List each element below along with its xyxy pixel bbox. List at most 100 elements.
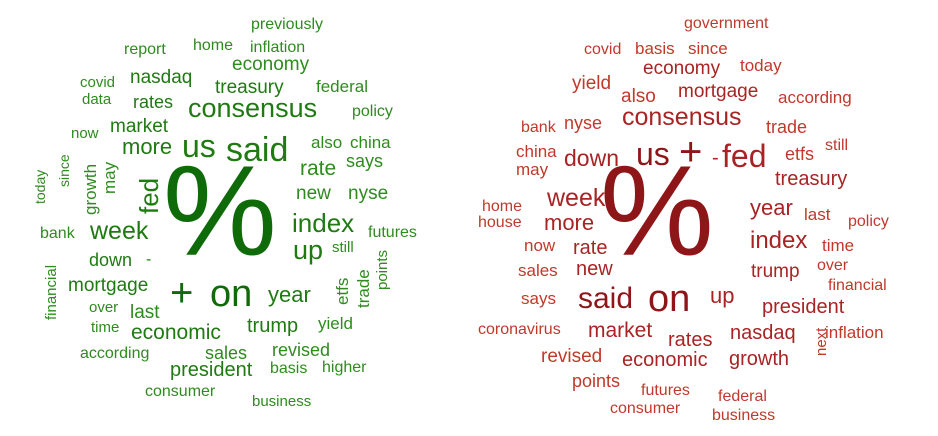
word-economy: economy <box>232 54 310 75</box>
word-nyse: nyse <box>348 183 389 204</box>
word-consensus: consensus <box>622 103 742 131</box>
word-economic: economic <box>622 349 708 371</box>
word-report: report <box>124 41 166 58</box>
word-according: according <box>80 345 150 362</box>
word-federal: federal <box>316 77 368 96</box>
word-more: more <box>122 134 173 159</box>
word-nasdaq: nasdaq <box>730 322 796 344</box>
word-may: may <box>100 161 119 194</box>
word-week: week <box>547 184 606 212</box>
word-revised: revised <box>272 340 331 360</box>
word-plus: + <box>170 271 194 315</box>
word-basis: basis <box>270 360 308 377</box>
word-financial: financial <box>43 264 60 320</box>
word-today: today <box>32 169 48 204</box>
word-points: points <box>572 371 621 391</box>
word-plus: + <box>679 130 703 174</box>
word-also: also <box>311 133 343 152</box>
word-year: year <box>750 195 793 220</box>
word-on: on <box>210 273 253 315</box>
word-economic: economic <box>131 321 221 344</box>
word-consumer: consumer <box>610 400 681 417</box>
word-financial: financial <box>828 277 887 294</box>
word-up: up <box>293 235 324 265</box>
word-dash: - <box>712 147 719 169</box>
word-last: last <box>804 205 831 224</box>
word-says: says <box>521 289 556 308</box>
word-market: market <box>588 319 653 342</box>
word-today: today <box>740 56 782 75</box>
word-trade: trade <box>354 269 373 308</box>
word-policy: policy <box>848 213 889 230</box>
word-us: us <box>182 128 216 164</box>
word-points: points <box>374 249 391 290</box>
word-trump: trump <box>247 315 299 337</box>
word-says: says <box>346 151 384 171</box>
word-covid: covid <box>584 41 622 58</box>
word-futures: futures <box>641 382 690 399</box>
word-still: still <box>332 239 354 256</box>
word-up: up <box>710 283 735 308</box>
word-market: market <box>110 116 169 137</box>
word-growth: growth <box>81 163 100 215</box>
word-federal: federal <box>718 388 767 405</box>
word-week: week <box>90 217 149 245</box>
word-rate: rate <box>573 237 608 259</box>
word-growth: growth <box>729 348 790 370</box>
word-according: according <box>778 88 852 107</box>
word-since: since <box>56 154 72 187</box>
word-nasdaq: nasdaq <box>130 67 193 88</box>
word-since: since <box>688 39 728 58</box>
word-new: new <box>576 258 613 280</box>
word-over: over <box>817 257 849 274</box>
word-over: over <box>89 299 119 316</box>
word-economy: economy <box>643 58 721 79</box>
word-policy: policy <box>352 103 393 120</box>
word-more: more <box>544 210 595 235</box>
word-rate: rate <box>300 157 337 180</box>
word-basis: basis <box>635 39 675 58</box>
word-treasury: treasury <box>775 168 848 190</box>
word-dash: - <box>146 251 152 268</box>
word-government: government <box>684 15 769 32</box>
word-cloud-left: % on + said us consensus index week fed … <box>0 0 440 436</box>
word-coronavirus: coronavirus <box>478 321 561 338</box>
word-down: down <box>564 145 619 171</box>
word-bank: bank <box>521 119 556 136</box>
word-business: business <box>712 407 776 424</box>
word-down: down <box>89 250 133 270</box>
word-index: index <box>292 208 355 238</box>
word-us: us <box>636 136 670 172</box>
word-mortgage: mortgage <box>678 81 759 102</box>
word-still: still <box>825 137 849 154</box>
word-inflation: inflation <box>250 39 306 56</box>
word-previously: previously <box>251 16 324 33</box>
word-etfs: etfs <box>785 144 815 164</box>
word-now: now <box>71 125 99 142</box>
word-consensus: consensus <box>188 93 318 123</box>
word-etfs: etfs <box>333 277 352 305</box>
word-home: home <box>193 37 234 54</box>
word-revised: revised <box>541 346 603 367</box>
word-on: on <box>648 278 691 320</box>
word-mortgage: mortgage <box>68 275 149 296</box>
word-percent: % <box>600 140 714 283</box>
word-covid: covid <box>80 74 116 91</box>
word-said: said <box>578 282 634 315</box>
word-year: year <box>268 282 311 307</box>
word-time: time <box>822 236 855 255</box>
word-last: last <box>130 302 160 323</box>
word-house: house <box>478 214 522 231</box>
word-sales: sales <box>205 343 248 363</box>
word-china: china <box>516 142 557 161</box>
word-index: index <box>750 227 808 254</box>
word-higher: higher <box>322 359 367 376</box>
word-may: may <box>516 160 549 179</box>
word-president: president <box>170 359 253 381</box>
word-new: new <box>296 183 331 204</box>
word-treasury: treasury <box>215 77 284 98</box>
word-said: said <box>226 131 289 169</box>
word-business: business <box>252 393 312 410</box>
word-now: now <box>524 236 556 255</box>
word-percent: % <box>163 140 277 283</box>
